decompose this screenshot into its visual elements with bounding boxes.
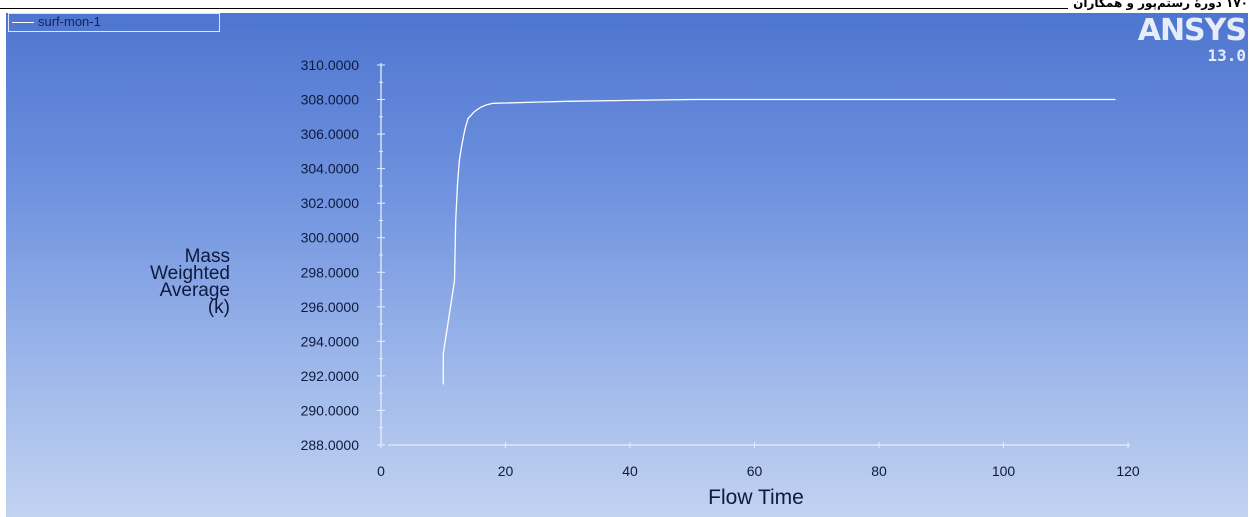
- y-tick-label: 294.0000: [301, 333, 360, 349]
- y-tick-label: 296.0000: [301, 299, 360, 315]
- y-axis-label-line: Weighted: [150, 263, 230, 284]
- x-tick-label: 100: [992, 463, 1016, 479]
- y-tick-label: 308.0000: [301, 92, 360, 108]
- header-rule: [0, 8, 1068, 9]
- plot-background: [6, 13, 1248, 517]
- legend-label: surf-mon-1: [38, 14, 101, 29]
- y-tick-label: 300.0000: [301, 230, 360, 246]
- y-tick-label: 302.0000: [301, 195, 360, 211]
- y-axis-label-line: Mass: [184, 246, 230, 267]
- x-tick-label: 60: [747, 463, 763, 479]
- x-tick-label: 80: [871, 463, 887, 479]
- y-tick-label: 292.0000: [301, 368, 360, 384]
- axes: [380, 63, 1130, 446]
- series-line-surf-mon-1: [442, 98, 1116, 385]
- page-header-text: ۱۷۰ دورهٔ رستم‌پور و همکاران: [1073, 0, 1248, 10]
- y-tick-label: 288.0000: [301, 437, 360, 453]
- y-axis-label-line: (k): [207, 297, 230, 318]
- y-tick-label: 310.0000: [301, 57, 360, 73]
- x-tick-label: 20: [498, 463, 514, 479]
- x-axis-label: Flow Time: [708, 486, 804, 509]
- ticks: 288.0000 290.0000 292.0000 294.0000 296.0000…: [301, 57, 1140, 479]
- y-tick-label: 290.0000: [301, 402, 360, 418]
- legend-line-swatch: [12, 22, 34, 23]
- y-tick-label: 306.0000: [301, 126, 360, 142]
- y-axis-label-line: Average: [159, 280, 230, 301]
- ansys-logo: ANSYS 13.0: [1137, 13, 1247, 65]
- legend: surf-mon-1: [8, 13, 220, 32]
- y-axis-label: Mass Weighted Average (k): [98, 246, 230, 318]
- y-tick-label: 304.0000: [301, 161, 360, 177]
- brand-name: ANSYS: [1137, 13, 1247, 48]
- brand-version: 13.0: [1207, 46, 1246, 65]
- series-layer: [442, 98, 1116, 385]
- y-tick-label: 298.0000: [301, 264, 360, 280]
- x-tick-label: 0: [377, 463, 385, 479]
- x-tick-label: 40: [622, 463, 638, 479]
- x-tick-label: 120: [1116, 463, 1140, 479]
